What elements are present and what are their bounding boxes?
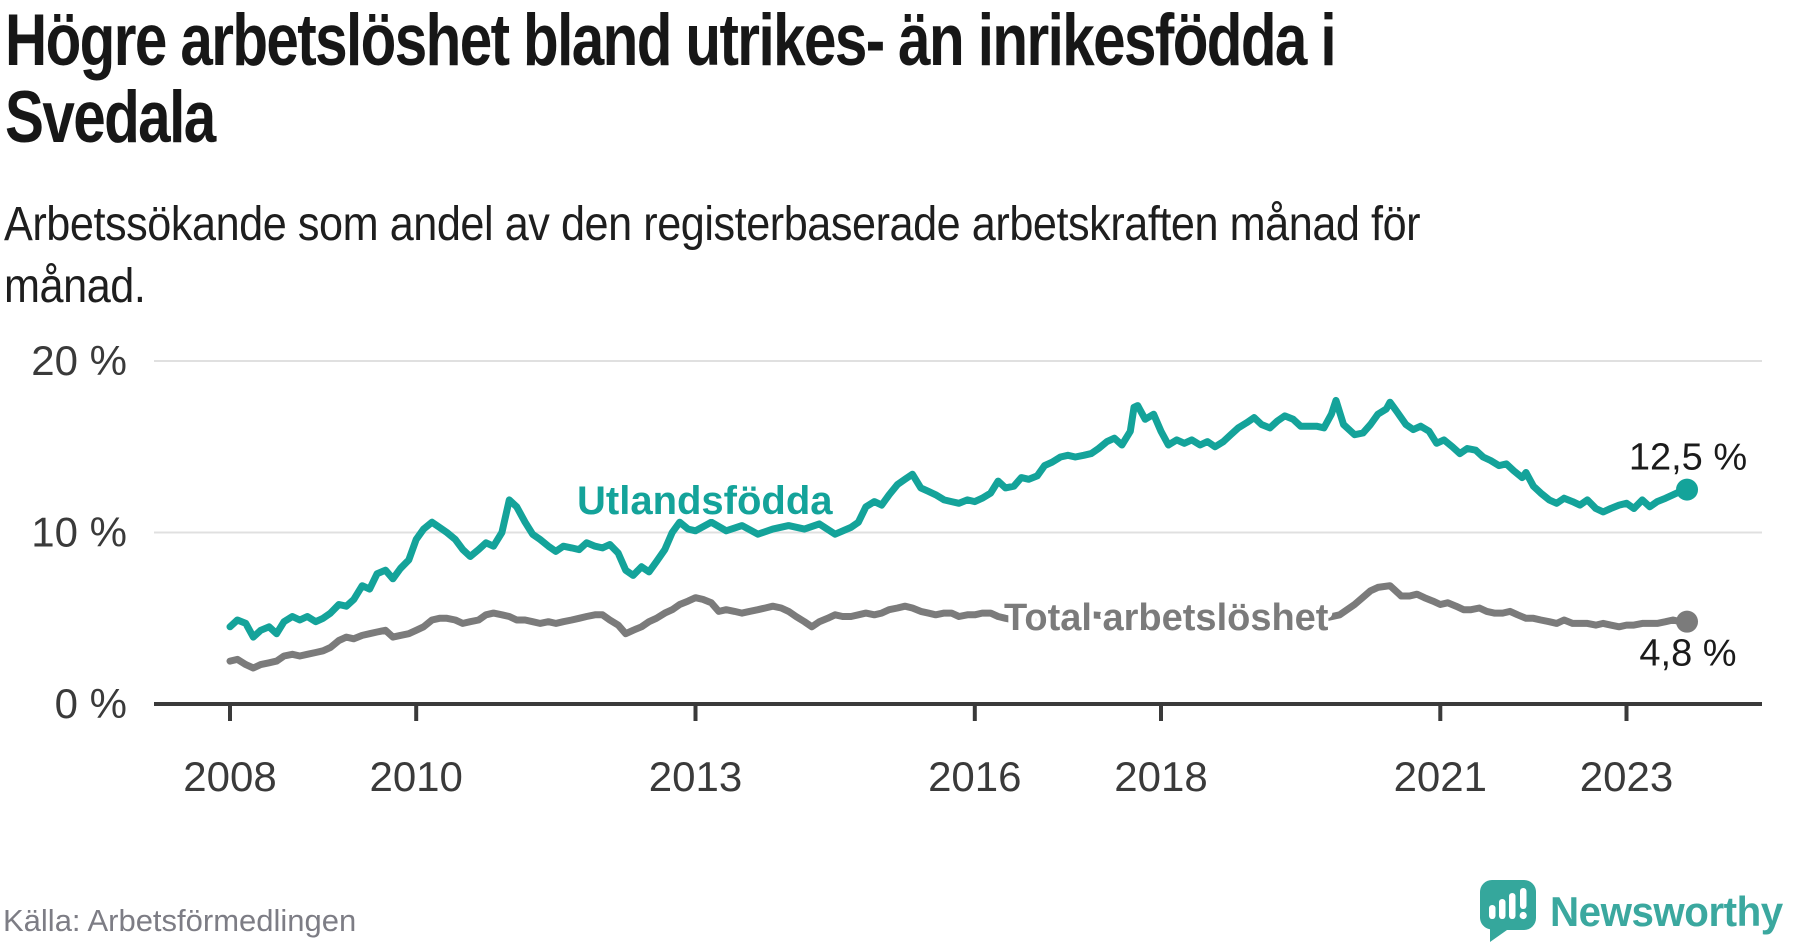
subtitle-line-2: månad.: [4, 260, 146, 313]
series-line-utlandsfodda: [226, 396, 1691, 641]
x-axis-label: 2010: [369, 753, 462, 800]
x-axis-label: 2023: [1580, 753, 1673, 800]
logo-bar-medium: [1498, 899, 1506, 919]
page-title: Högre arbetslöshet bland utrikes- än inr…: [5, 0, 1337, 158]
x-axis-label: 2016: [928, 753, 1021, 800]
newsworthy-logo: Newsworthy: [1479, 880, 1792, 944]
series-label: Utlandsfödda: [577, 479, 833, 523]
title-line-2: Svedala: [5, 77, 216, 158]
source-note: Källa: Arbetsförmedlingen: [3, 903, 357, 938]
subtitle-line-1: Arbetssökande som andel av den registerb…: [4, 198, 1421, 251]
series-end-value-label: 4,8 %: [1639, 633, 1736, 675]
series-end-value-label: 12,5 %: [1629, 437, 1747, 479]
logo-exclamation-dot: [1519, 911, 1527, 920]
x-axis-label: 2018: [1114, 753, 1207, 800]
x-axis-label: 2021: [1394, 753, 1487, 800]
logo-exclamation-bar: [1519, 888, 1527, 909]
y-axis-label: 0 %: [55, 680, 127, 727]
series-end-dot: [1676, 610, 1699, 633]
newsworthy-wordmark: Newsworthy: [1549, 888, 1783, 935]
series-line-total: [226, 582, 1691, 672]
chart-subtitle: Arbetssökande som andel av den registerb…: [4, 194, 1421, 318]
x-axis-label: 2013: [649, 753, 742, 800]
y-axis-label: 20 %: [31, 337, 127, 384]
title-line-1: Högre arbetslöshet bland utrikes- än inr…: [5, 0, 1337, 81]
logo-bar-small: [1488, 905, 1496, 919]
x-axis-label: 2008: [183, 753, 276, 800]
newsworthy-logo-icon: [1479, 880, 1536, 942]
logo-bar-tall: [1508, 893, 1516, 919]
series-label: Total arbetslöshet: [1004, 597, 1329, 639]
series-end-dot: [1676, 478, 1699, 501]
y-axis-label: 10 %: [31, 509, 127, 556]
